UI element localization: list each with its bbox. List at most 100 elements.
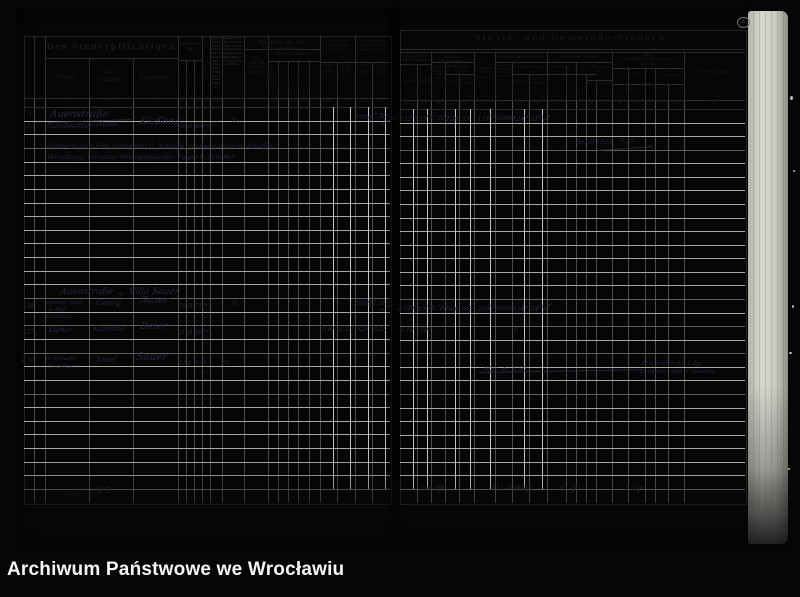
col-vornamen: Vor- namen. [98,68,124,84]
grid-line [612,84,684,85]
quarter-stamp: Apr. [203,308,210,312]
column-number: 40. [672,101,680,107]
col-haushalt: Bezeichnung der im Haushalte vorhandenen… [223,36,242,67]
grid-line [178,98,179,503]
grid-line [24,216,390,218]
grid-line [24,366,390,368]
column-number: 12. [252,99,260,105]
grid-line [178,60,202,61]
grid-line [400,380,745,382]
grid-line [24,134,390,136]
column-number: 13. [269,99,277,105]
col-besteuert-als: Ist besteuert als: a) Grundbes. b) Gewer… [211,36,221,89]
printed-label: ℳ. ₰. [480,93,489,97]
quarter-stamp: Juli [203,342,209,346]
grid-line [400,122,745,124]
grid-line [288,61,289,98]
grid-line [400,312,745,314]
grid-line [34,36,35,98]
printed-label: Viertel- jährlich. [417,75,433,85]
grid-line [455,109,456,489]
group-reales-einkommen: Das reale Einkommen — das Mitgl. — [322,38,353,52]
dust-speck [792,305,794,308]
grid-line [470,109,471,489]
ink-stroke [636,485,644,494]
column-number: 4. [108,99,114,105]
group-gemeinde-einkommen-steuer: Gemeinde- Einkommen-Steuer. [401,53,430,67]
grid-line [222,98,223,503]
quarter-stamp: Juli [203,136,209,140]
archive-caption: Archiwum Państwowe we Wrocławiu [7,559,345,580]
column-number: 7. [187,99,193,105]
column-number: 35. [600,101,608,107]
column-number: 8. [195,99,201,105]
grid-line [586,80,612,81]
grid-line [298,98,299,503]
printed-label: beträgt im lfd. Jahre ℳ [375,63,387,78]
grid-line [400,190,745,192]
grid-line [400,461,745,463]
ink-stroke [478,369,642,374]
grid-line [278,61,279,98]
grid-line [24,407,390,409]
grid-line [355,98,356,503]
printed-label: № [674,86,678,91]
printed-label: Betrag. [574,65,588,69]
quarter-stamp: Apr. [203,335,210,339]
column-number: 39. [658,101,665,107]
column-number: 24. [434,101,442,107]
grid-line [412,109,414,489]
grid-line [24,352,390,354]
grid-line [24,393,390,395]
dust-speck [789,352,792,354]
grid-line [400,163,745,165]
column-number: 2. [37,99,42,105]
column-number: 27. [481,101,488,107]
column-number: 19. [342,99,350,105]
grid-line [427,109,428,489]
grid-line [400,149,745,151]
printed-label: ℳ. ₰. [516,93,525,97]
grid-line [337,98,338,503]
grid-line [298,61,299,98]
grid-line [194,60,195,98]
grid-line [596,100,597,503]
grid-line [24,161,390,163]
printed-label: ℳ [301,90,306,94]
grid-line [372,98,373,503]
column-number: 20. [360,99,367,105]
printed-label: Zu ver- steuerndes Vermögen mehr als ℳ [495,63,513,82]
grid-line [445,74,474,75]
printed-label: laut Verfügung [660,69,679,77]
ink-stroke [437,485,445,494]
column-number: 10. [212,99,220,105]
grid-line [400,339,745,341]
grid-line [24,188,390,190]
column-number: 32. [567,101,575,107]
grid-line [400,285,745,287]
grid-line [400,271,745,273]
grid-line [24,229,390,231]
column-number: 37. [633,101,640,107]
printed-label: Jährlich. [400,78,418,83]
grid-line [400,217,745,219]
column-number: 14. [279,99,287,105]
col-zunamen: Zunamen. [138,73,173,81]
grid-line [367,107,369,489]
grid-line [24,434,390,436]
column-number: 31. [553,101,560,107]
grid-line [268,98,269,503]
ink-stroke [380,117,395,126]
grid-line [459,100,460,503]
grid-line [24,175,390,177]
grid-line [431,100,432,503]
grid-line [24,420,390,422]
grid-line [400,109,745,110]
ink-stroke [542,114,552,123]
column-number: 22. [405,101,412,107]
col-zusammen: Zusammen Spalte 23 und 26. [474,65,496,79]
grid-line [24,338,390,340]
column-number: 25. [448,101,456,107]
col-allgemeine-bemerkungen: All- gemeine Bemer- kungen. [246,55,266,75]
